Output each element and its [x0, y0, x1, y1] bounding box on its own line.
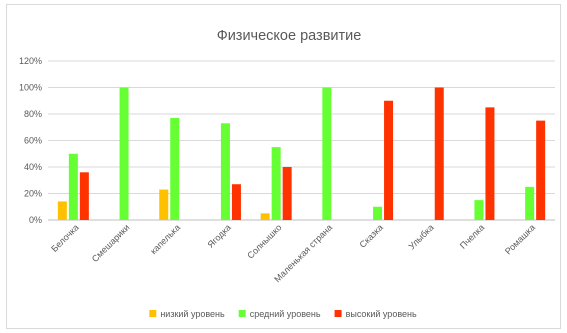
x-category-label: Сказка — [358, 222, 385, 249]
x-category-label: Пчелка — [458, 222, 486, 250]
legend-swatch — [334, 310, 342, 317]
legend-label: низкий уровень — [160, 309, 225, 319]
bars — [57, 87, 546, 220]
bar — [434, 87, 444, 220]
bar — [159, 189, 169, 220]
legend: низкий уровень средний уровень высокий уро… — [149, 309, 417, 319]
bar — [485, 107, 495, 220]
bar — [220, 123, 230, 220]
x-category-label: Смешарики — [90, 222, 132, 264]
y-tick-label: 100% — [19, 83, 42, 93]
y-tick-label: 80% — [24, 109, 42, 119]
x-category-label: Ягодка — [205, 222, 232, 249]
chart-title: Физическое развитие — [217, 28, 362, 44]
bar — [373, 206, 383, 220]
legend-label: высокий уровень — [346, 309, 417, 319]
x-category-label: Ромашка — [503, 222, 537, 256]
bar — [57, 201, 67, 220]
x-category-label: Улыбка — [407, 222, 436, 251]
x-category-label: капелька — [148, 222, 182, 256]
bar — [322, 87, 332, 220]
x-category-label: Маленькая страна — [272, 222, 334, 284]
legend-label: средний уровень — [250, 309, 321, 319]
y-tick-label: 40% — [24, 162, 42, 172]
bar — [271, 147, 281, 220]
x-category-label: Белочка — [49, 222, 81, 254]
bar — [119, 87, 129, 220]
bar — [384, 100, 394, 220]
legend-swatch — [149, 310, 157, 317]
bar — [282, 167, 292, 220]
bar — [536, 120, 546, 220]
y-axis-ticks: 0% 20% 40% 60% 80% 100% 120% — [19, 56, 42, 225]
x-category-label: Солнышко — [245, 222, 283, 260]
y-tick-label: 120% — [19, 56, 42, 66]
bar — [170, 117, 180, 220]
gridlines — [48, 60, 555, 221]
y-tick-label: 20% — [24, 189, 42, 199]
bar — [260, 213, 270, 220]
bar — [231, 184, 241, 220]
bar — [68, 153, 78, 220]
y-tick-label: 0% — [29, 215, 42, 225]
y-tick-label: 60% — [24, 136, 42, 146]
bar — [525, 186, 535, 220]
legend-swatch — [238, 310, 246, 317]
bar — [79, 172, 89, 220]
x-axis-categories: Белочка Смешарики капелька Ягодка СолнышкоМа… — [49, 222, 537, 284]
bar — [474, 200, 484, 220]
